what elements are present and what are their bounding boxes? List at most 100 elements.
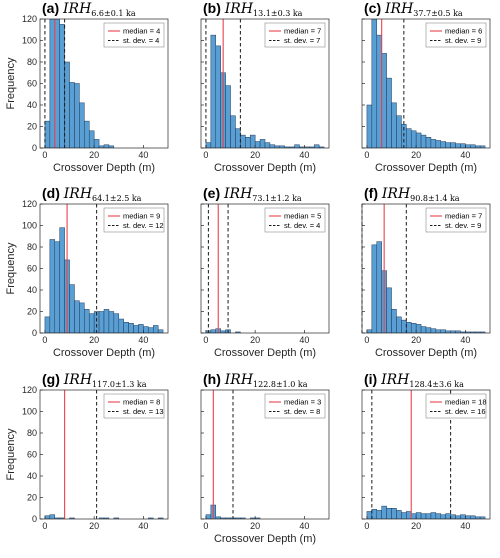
x-tick-label: 0 (203, 150, 208, 160)
legend-std-label: st. dev. = 4 (284, 221, 320, 230)
histogram-bar (386, 77, 392, 148)
x-tick-label: 20 (250, 150, 260, 160)
histogram-bar (396, 510, 402, 519)
histogram-bar (108, 311, 115, 333)
histogram-bar (415, 132, 422, 148)
histogram-bar (376, 34, 382, 148)
histogram-bar (269, 144, 276, 148)
histogram-bar (450, 514, 456, 519)
histogram-bar (205, 142, 212, 148)
histogram-bar (44, 316, 51, 333)
histogram-bar (74, 300, 80, 333)
histogram-bar (410, 323, 417, 333)
legend: median = 7st. dev. = 9 (425, 207, 487, 233)
x-tick-label: 20 (411, 335, 421, 345)
panel-irh: IRH (62, 1, 92, 17)
histogram-bar (420, 326, 427, 333)
histogram-bar (445, 142, 451, 148)
histogram-bar (425, 137, 432, 148)
histogram-bar (470, 144, 476, 148)
histogram-bar (210, 34, 217, 148)
histogram-bar (49, 239, 56, 333)
histogram-bar (396, 316, 402, 333)
legend-median-label: median = 9 (123, 212, 160, 221)
bars (366, 505, 486, 519)
histogram-bar (386, 508, 392, 519)
y-tick-label: 80 (27, 57, 37, 67)
legend-median-label: median = 8 (123, 398, 160, 407)
panel-title: (i) IRH128.4±3.6 ka (364, 371, 464, 389)
histogram-bar (254, 141, 261, 148)
histogram-bar (215, 45, 221, 148)
histogram-bar (264, 142, 271, 148)
histogram-bar (371, 244, 378, 333)
histogram-bar (103, 309, 110, 333)
panel-age: 37.7±0.5 ka (413, 9, 463, 18)
histogram-bar (391, 508, 397, 519)
legend-std-label: st. dev. = 8 (284, 407, 320, 416)
histogram-bar (435, 513, 442, 519)
panel-letter: (a) (42, 0, 63, 16)
y-tick-label: 100 (22, 221, 37, 231)
histogram-bar (69, 82, 75, 148)
y-tick-label: 20 (27, 493, 37, 503)
x-tick-label: 20 (250, 335, 260, 345)
y-tick-label: 40 (27, 100, 37, 110)
x-axis-label: Crossover Depth (m) (375, 347, 477, 359)
histogram-bar (313, 144, 320, 148)
legend-std-label: st. dev. = 9 (445, 36, 481, 45)
histogram-bar (152, 325, 159, 333)
panel-irh: IRH (381, 186, 411, 202)
histogram-bar (450, 142, 456, 148)
y-tick-label: 60 (27, 450, 37, 460)
histogram-bar (230, 115, 236, 148)
legend-std-label: st. dev. = 16 (445, 407, 486, 416)
panel-letter: (g) (42, 371, 64, 387)
legend-median-label: median = 3 (284, 398, 321, 407)
panel-letter: (c) (364, 0, 385, 16)
y-tick-label: 20 (27, 307, 37, 317)
histogram-bar (391, 102, 397, 148)
legend: median = 9st. dev. = 12 (103, 207, 165, 233)
x-tick-label: 40 (460, 521, 470, 531)
panel-title: (a) IRH6.6±0.1 ka (42, 0, 136, 18)
panel-age: 90.8±1.4 ka (410, 194, 460, 203)
histogram-bar (430, 512, 437, 519)
histogram-bar (210, 329, 217, 333)
histogram-bar (460, 514, 466, 519)
legend: median = 7st. dev. = 7 (264, 22, 326, 48)
x-tick-label: 0 (364, 521, 369, 531)
histogram-bar (240, 134, 246, 148)
histogram-bar (425, 513, 432, 519)
histogram-bar (381, 53, 387, 148)
histogram-bar (98, 311, 105, 333)
x-tick-label: 40 (138, 150, 148, 160)
histogram-bar (440, 141, 446, 148)
histogram-bar (430, 139, 437, 148)
histogram-bar (123, 322, 129, 333)
legend-std-label: st. dev. = 9 (445, 221, 481, 230)
histogram-bar (235, 128, 241, 148)
y-tick-label: 120 (22, 199, 37, 209)
histogram-bar (79, 302, 85, 333)
y-tick-label: 100 (22, 36, 37, 46)
histogram-bar (225, 85, 231, 148)
histogram-bar (440, 329, 446, 333)
legend: median = 5st. dev. = 4 (264, 207, 326, 233)
histogram-bar (54, 19, 60, 148)
y-tick-label: 0 (32, 514, 37, 524)
x-tick-label: 20 (250, 521, 260, 531)
panel-irh: IRH (63, 372, 93, 388)
histogram-bar (455, 143, 461, 148)
x-tick-label: 40 (299, 335, 309, 345)
panel-title: (g) IRH117.0±1.3 ka (42, 371, 147, 389)
histogram-bar (59, 227, 65, 333)
panel-title: (f) IRH90.8±1.4 ka (364, 185, 460, 203)
panel-f: (f) IRH90.8±1.4 ka 0 20 40 Crossover Depth (… (361, 185, 491, 359)
legend-median-label: median = 7 (284, 27, 321, 36)
histogram-bar (420, 134, 427, 148)
histogram-bar (74, 83, 80, 148)
